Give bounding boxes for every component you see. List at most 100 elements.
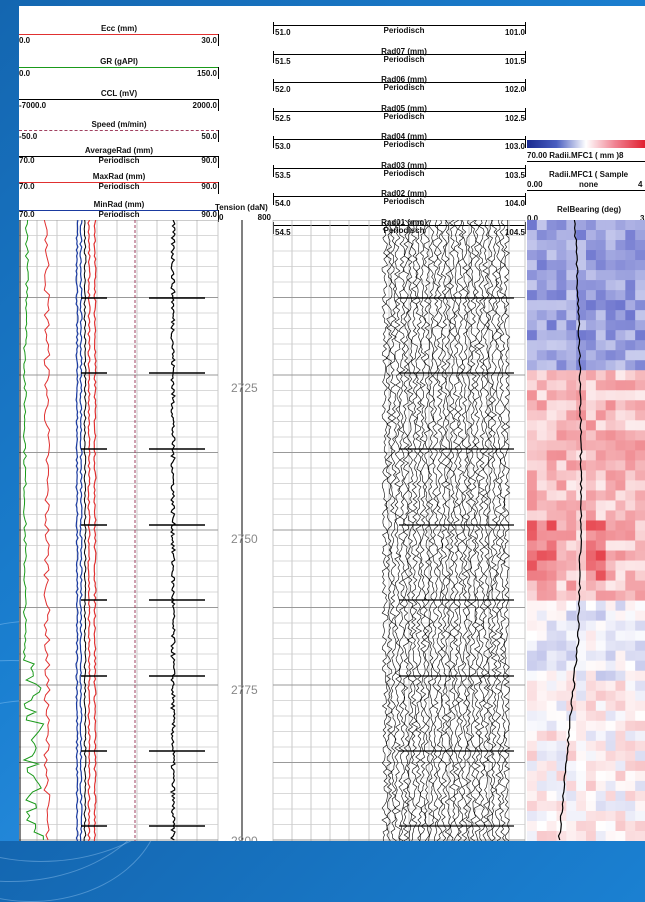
heatmap-cell bbox=[605, 810, 616, 822]
heatmap-cell bbox=[566, 770, 577, 782]
heatmap-cell bbox=[536, 560, 548, 572]
heatmap-cell bbox=[556, 480, 567, 491]
heatmap-cell bbox=[536, 270, 548, 281]
heatmap-cell bbox=[527, 400, 538, 411]
track3-curve-sub: Periodisch bbox=[383, 140, 425, 149]
heatmap-cell bbox=[605, 830, 616, 841]
heatmap-cell bbox=[546, 300, 557, 311]
heatmap-cell bbox=[586, 580, 597, 592]
heatmap-cell bbox=[566, 440, 577, 451]
heatmap-cell bbox=[605, 710, 616, 722]
heatmap-cell bbox=[566, 710, 577, 722]
radius-trace bbox=[385, 220, 393, 841]
heatmap-cell bbox=[635, 810, 645, 822]
heatmap-cell bbox=[536, 830, 548, 841]
heatmap-cell bbox=[625, 660, 636, 672]
heatmap-cell bbox=[556, 590, 567, 602]
heatmap-cell bbox=[536, 370, 548, 381]
heatmap-cell bbox=[536, 600, 548, 612]
heatmap-cell bbox=[635, 540, 645, 552]
heatmap-cell bbox=[556, 610, 567, 622]
heatmap-cell bbox=[566, 530, 577, 542]
heatmap-cell bbox=[566, 260, 577, 271]
heatmap-cell bbox=[566, 500, 577, 511]
heatmap-cell bbox=[566, 300, 577, 311]
heatmap-cell bbox=[576, 660, 587, 672]
heatmap-cell bbox=[595, 380, 607, 391]
heatmap-cell bbox=[536, 440, 548, 451]
heatmap-cell bbox=[546, 470, 557, 481]
heatmap-cell bbox=[576, 770, 587, 782]
heatmap-cell bbox=[605, 740, 616, 752]
heatmap-cell bbox=[546, 830, 557, 841]
heatmap-cell bbox=[527, 250, 538, 261]
heatmap-cell bbox=[556, 700, 567, 712]
curves bbox=[22, 220, 583, 841]
heatmap-cell bbox=[625, 470, 636, 481]
radius-trace bbox=[406, 220, 414, 841]
heatmap-cell bbox=[615, 220, 626, 231]
heatmap-cell bbox=[536, 620, 548, 632]
heatmap-cell bbox=[546, 680, 557, 692]
heatmap-cell bbox=[595, 320, 607, 331]
track3-curve-sub: Periodisch bbox=[383, 26, 425, 35]
heatmap-cell bbox=[635, 260, 645, 271]
heatmap-cell bbox=[566, 320, 577, 331]
heatmap-cell bbox=[615, 790, 626, 802]
heatmap-cell bbox=[615, 440, 626, 451]
heatmap-cell bbox=[566, 650, 577, 662]
heatmap-cell bbox=[566, 480, 577, 491]
heatmap-cell bbox=[556, 570, 567, 582]
heatmap-cell bbox=[536, 240, 548, 251]
heatmap-cell bbox=[586, 310, 597, 321]
heatmap-cell bbox=[527, 390, 538, 401]
heatmap-cell bbox=[556, 550, 567, 562]
ecc-curve bbox=[43, 220, 51, 841]
heatmap-cell bbox=[625, 440, 636, 451]
heatmap-cell bbox=[566, 660, 577, 672]
heatmap-cell bbox=[556, 400, 567, 411]
heatmap-cell bbox=[595, 350, 607, 361]
radius-trace bbox=[440, 220, 448, 841]
heatmap-cell bbox=[556, 260, 567, 271]
heatmap-cell bbox=[556, 380, 567, 391]
heatmap-cell bbox=[595, 240, 607, 251]
heatmap-cell bbox=[527, 460, 538, 471]
track1-curve-sub: Periodisch bbox=[98, 210, 140, 219]
heatmap-cell bbox=[546, 420, 557, 431]
heatmap-cell bbox=[586, 330, 597, 341]
heatmap-cell bbox=[546, 740, 557, 752]
heatmap-cell bbox=[566, 670, 577, 682]
heatmap-cell bbox=[635, 640, 645, 652]
heatmap-cell bbox=[625, 220, 636, 231]
heatmap-cell bbox=[527, 300, 538, 311]
heatmap-cell bbox=[635, 400, 645, 411]
track3-curve-min: 53.5 bbox=[275, 170, 291, 180]
heatmap-cell bbox=[615, 670, 626, 682]
heatmap-cell bbox=[556, 290, 567, 301]
heatmap-cell bbox=[625, 700, 636, 712]
heatmap-cell bbox=[635, 820, 645, 832]
heatmap-cell bbox=[586, 710, 597, 722]
heatmap-cell bbox=[536, 400, 548, 411]
heatmap-cell bbox=[586, 470, 597, 481]
heatmap-cell bbox=[576, 760, 587, 772]
heatmap-cell bbox=[536, 810, 548, 822]
heatmap-cell bbox=[527, 660, 538, 672]
heatmap-cell bbox=[595, 690, 607, 702]
heatmap-cell bbox=[546, 540, 557, 552]
heatmap-cell bbox=[556, 670, 567, 682]
heatmap-cell bbox=[566, 830, 577, 841]
heatmap-cell bbox=[586, 450, 597, 461]
heatmap-cell bbox=[536, 700, 548, 712]
radius-trace bbox=[402, 220, 410, 841]
heatmap-cell bbox=[605, 270, 616, 281]
heatmap-cell bbox=[576, 420, 587, 431]
heatmap-cell bbox=[527, 820, 538, 832]
heatmap-cell bbox=[566, 620, 577, 632]
heatmap-cell bbox=[605, 690, 616, 702]
heatmap-cell bbox=[527, 770, 538, 782]
heatmap-cell bbox=[586, 290, 597, 301]
heatmap-cell bbox=[625, 620, 636, 632]
heatmap-cell bbox=[586, 260, 597, 271]
